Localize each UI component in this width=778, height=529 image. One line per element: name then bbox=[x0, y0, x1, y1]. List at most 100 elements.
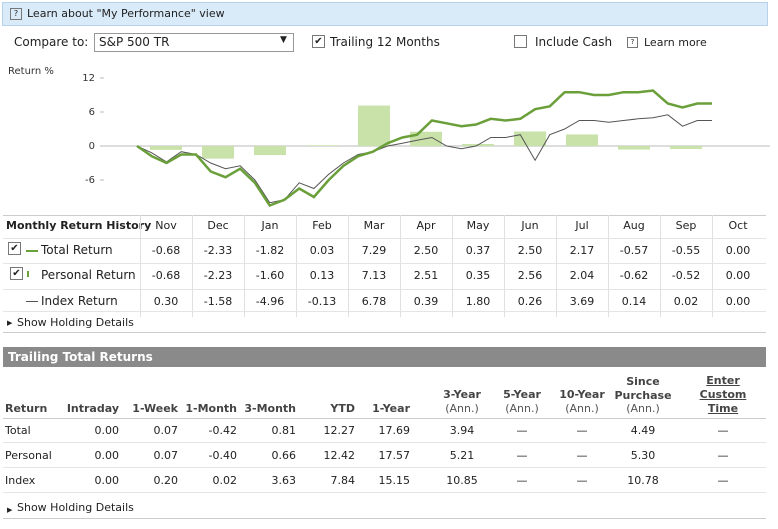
cell: Total bbox=[5, 424, 31, 437]
cell: -0.40 bbox=[208, 449, 237, 462]
cell: 0.30 bbox=[153, 295, 179, 308]
cell: -0.42 bbox=[208, 424, 237, 437]
cell: 2.04 bbox=[569, 269, 595, 282]
cell: 0.00 bbox=[94, 449, 120, 462]
cell: 2.51 bbox=[413, 269, 439, 282]
cell: 0.81 bbox=[271, 424, 297, 437]
info-bar[interactable] bbox=[2, 2, 768, 26]
cell: 0.00 bbox=[725, 269, 751, 282]
column-line bbox=[556, 215, 557, 317]
learn-more[interactable]: Learn more bbox=[644, 36, 707, 49]
cell: 0.07 bbox=[153, 449, 179, 462]
cell: 0.39 bbox=[413, 295, 439, 308]
index-line bbox=[136, 114, 712, 204]
row-border bbox=[3, 289, 766, 290]
cell: 0.37 bbox=[465, 244, 491, 257]
month-label: Aug bbox=[623, 219, 645, 232]
row-name: Personal Return bbox=[41, 268, 136, 282]
row-border bbox=[3, 418, 766, 419]
column-header: YTD bbox=[330, 402, 355, 415]
bar bbox=[202, 146, 234, 159]
bar bbox=[254, 146, 286, 156]
column-line bbox=[608, 215, 609, 317]
column-header: 3-Year bbox=[443, 388, 481, 401]
cell: -1.60 bbox=[255, 269, 285, 282]
cell: 2.50 bbox=[413, 244, 439, 257]
cell: 10.78 bbox=[627, 474, 659, 487]
cash-checkbox[interactable] bbox=[514, 35, 527, 48]
cell: 0.35 bbox=[465, 269, 491, 282]
row-checkbox[interactable]: ✔ bbox=[10, 267, 23, 280]
cell: -1.58 bbox=[203, 295, 233, 308]
column-line bbox=[712, 215, 713, 317]
cell: -1.82 bbox=[255, 244, 285, 257]
cell: 12.27 bbox=[323, 424, 356, 437]
row-border bbox=[3, 238, 766, 239]
month-label: Feb bbox=[312, 219, 332, 232]
compare-value: S&P 500 TR bbox=[99, 35, 170, 49]
column-line bbox=[400, 215, 401, 317]
cell: — bbox=[717, 449, 729, 462]
cell: -4.96 bbox=[255, 295, 285, 308]
cell: 0.00 bbox=[725, 295, 751, 308]
month-label: Oct bbox=[728, 219, 748, 232]
column-header: 10-Year bbox=[559, 388, 605, 401]
column-line bbox=[660, 215, 661, 317]
row-border bbox=[3, 442, 766, 443]
column-sub: (Ann.) bbox=[505, 402, 539, 415]
cell: -0.68 bbox=[151, 244, 181, 257]
monthly-table: Monthly Return History Nov Dec Jan Feb Mar Apr… bbox=[0, 215, 766, 335]
cell: -0.62 bbox=[619, 269, 649, 282]
cell: — bbox=[516, 424, 528, 437]
month-label: Jul bbox=[575, 219, 589, 232]
cell: -0.52 bbox=[671, 269, 701, 282]
section-header bbox=[3, 347, 766, 367]
cell: Personal bbox=[5, 449, 52, 462]
header-title: Monthly Return History bbox=[6, 219, 152, 232]
month-label: Mar bbox=[363, 219, 385, 232]
custom-time-link[interactable]: Enter Custom Time bbox=[699, 374, 747, 415]
cell: -0.57 bbox=[619, 244, 649, 257]
cell: 0.26 bbox=[517, 295, 543, 308]
cell: — bbox=[576, 449, 588, 462]
info-text[interactable]: Learn about "My Performance" view bbox=[27, 7, 225, 20]
show-details[interactable]: Show Holding Details bbox=[17, 501, 134, 514]
column-line bbox=[140, 215, 141, 317]
trailing-checkbox[interactable]: ✔ bbox=[312, 35, 325, 48]
cell: — bbox=[717, 474, 729, 487]
cell: 10.85 bbox=[446, 474, 478, 487]
bar bbox=[618, 146, 650, 150]
cell: 3.63 bbox=[271, 474, 297, 487]
row-checkbox[interactable]: ✔ bbox=[8, 242, 21, 255]
y-tick-label: 0 bbox=[89, 141, 95, 152]
cell: 0.07 bbox=[153, 424, 179, 437]
cell: — bbox=[576, 424, 588, 437]
cell: 1.80 bbox=[465, 295, 491, 308]
help-icon: ? bbox=[10, 8, 22, 20]
column-sub: (Ann.) bbox=[626, 402, 660, 415]
month-label: May bbox=[466, 219, 490, 232]
cell: 3.69 bbox=[569, 295, 595, 308]
row-border bbox=[3, 332, 766, 333]
total-line bbox=[136, 89, 712, 208]
cell: -2.33 bbox=[203, 244, 233, 257]
column-header: 1-Month bbox=[185, 402, 237, 415]
cell: 0.14 bbox=[621, 295, 647, 308]
cell: 6.78 bbox=[361, 295, 387, 308]
month-label: Apr bbox=[416, 219, 436, 232]
compare-label: Compare to: bbox=[14, 35, 89, 49]
show-details[interactable]: Show Holding Details bbox=[17, 316, 134, 329]
cell: -0.68 bbox=[151, 269, 181, 282]
column-line bbox=[244, 215, 245, 317]
row-name: Total Return bbox=[41, 243, 113, 257]
compare-select[interactable] bbox=[94, 33, 294, 52]
cell: 0.20 bbox=[153, 474, 179, 487]
cell: 15.15 bbox=[378, 474, 411, 487]
cell: -2.23 bbox=[203, 269, 233, 282]
column-line bbox=[504, 215, 505, 317]
cell: 17.57 bbox=[378, 449, 411, 462]
y-tick-label: -6 bbox=[85, 175, 95, 186]
cell: 2.56 bbox=[517, 269, 543, 282]
row-border bbox=[3, 518, 766, 519]
